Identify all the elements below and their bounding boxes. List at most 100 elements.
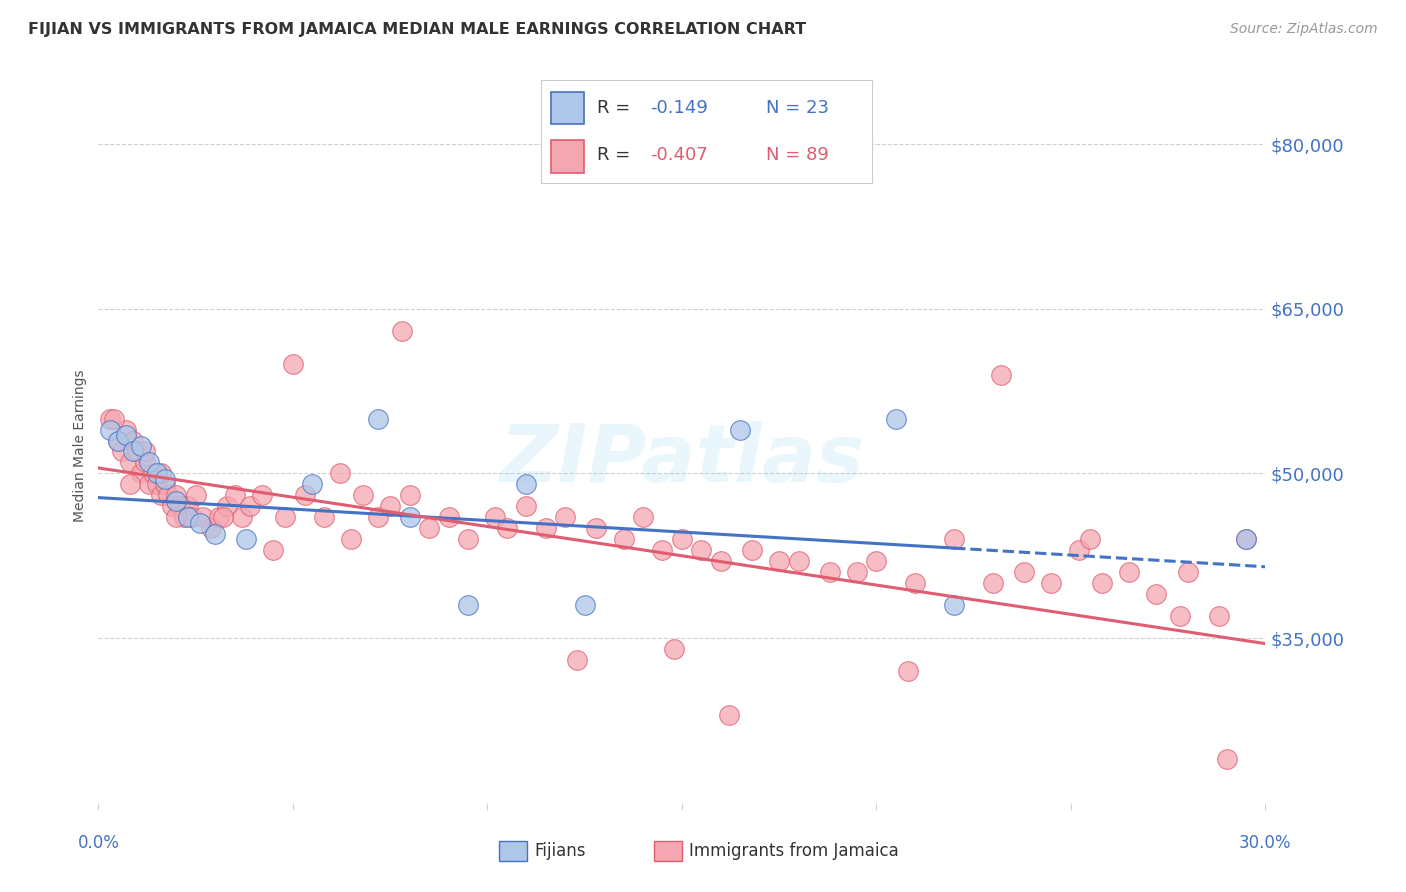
Point [107, 434, 129, 448]
Point [294, 488, 316, 502]
Point [188, 516, 211, 530]
Point [208, 510, 231, 524]
Point [1234, 533, 1257, 547]
Point [534, 521, 557, 535]
Point [865, 554, 887, 568]
Text: Fijians: Fijians [534, 842, 586, 860]
Point [149, 488, 172, 502]
Point [162, 500, 184, 514]
Point [212, 510, 235, 524]
Point [981, 576, 1004, 591]
Point [329, 467, 352, 481]
Point [98, 411, 121, 425]
Point [129, 467, 152, 481]
Point [884, 411, 907, 425]
Text: -0.149: -0.149 [651, 99, 709, 117]
Point [457, 533, 479, 547]
Text: N = 23: N = 23 [766, 99, 830, 117]
Point [1091, 576, 1114, 591]
Point [262, 543, 284, 558]
Point [1146, 587, 1168, 601]
Point [484, 510, 506, 524]
Point [585, 521, 607, 535]
Point [103, 411, 125, 425]
Point [129, 439, 152, 453]
Point [239, 500, 262, 514]
Point [367, 510, 389, 524]
Point [157, 488, 180, 502]
Point [1067, 543, 1090, 558]
Point [173, 510, 195, 524]
Point [845, 566, 868, 580]
Point [787, 554, 810, 568]
Point [138, 455, 160, 469]
Point [352, 488, 374, 502]
Text: Immigrants from Jamaica: Immigrants from Jamaica [689, 842, 898, 860]
Point [153, 477, 176, 491]
Point [990, 368, 1012, 382]
Point [378, 500, 402, 514]
Point [231, 510, 253, 524]
Point [134, 444, 156, 458]
Text: -0.407: -0.407 [651, 146, 709, 164]
Point [118, 455, 141, 469]
Point [184, 488, 207, 502]
Point [741, 543, 763, 558]
Point [612, 533, 634, 547]
Text: Source: ZipAtlas.com: Source: ZipAtlas.com [1230, 22, 1378, 37]
Point [1118, 566, 1140, 580]
Point [631, 510, 654, 524]
Point [340, 533, 363, 547]
Point [122, 444, 145, 458]
Point [165, 510, 187, 524]
Point [165, 494, 187, 508]
Point [149, 467, 172, 481]
Point [896, 664, 918, 678]
Point [250, 488, 273, 502]
Point [1040, 576, 1063, 591]
Text: ZIPatlas: ZIPatlas [499, 421, 865, 500]
Point [146, 467, 169, 481]
Point [398, 510, 420, 524]
Point [301, 477, 323, 491]
Point [391, 324, 413, 338]
Point [114, 428, 136, 442]
Point [122, 434, 145, 448]
Point [574, 598, 596, 612]
Point [710, 554, 733, 568]
Text: 0.0%: 0.0% [77, 834, 120, 852]
Point [215, 500, 238, 514]
Point [134, 455, 156, 469]
Text: FIJIAN VS IMMIGRANTS FROM JAMAICA MEDIAN MALE EARNINGS CORRELATION CHART: FIJIAN VS IMMIGRANTS FROM JAMAICA MEDIAN… [28, 22, 806, 37]
Point [1234, 533, 1257, 547]
Point [1215, 752, 1237, 766]
Point [1012, 566, 1035, 580]
Y-axis label: Median Male Earnings: Median Male Earnings [73, 369, 87, 523]
Point [177, 510, 200, 524]
Point [565, 653, 588, 667]
Text: R =: R = [598, 146, 637, 164]
Point [281, 357, 304, 371]
Point [169, 500, 191, 514]
Point [111, 444, 134, 458]
Text: R =: R = [598, 99, 637, 117]
Text: N = 89: N = 89 [766, 146, 830, 164]
FancyBboxPatch shape [551, 140, 585, 173]
Point [690, 543, 713, 558]
Point [165, 488, 187, 502]
Point [554, 510, 576, 524]
Point [671, 533, 693, 547]
Point [274, 510, 297, 524]
Point [1208, 609, 1230, 624]
Point [118, 477, 141, 491]
Point [768, 554, 790, 568]
FancyBboxPatch shape [551, 92, 585, 124]
Point [515, 500, 537, 514]
Point [1177, 566, 1199, 580]
Point [153, 472, 176, 486]
Point [142, 467, 165, 481]
Point [418, 521, 440, 535]
Point [200, 521, 222, 535]
Point [651, 543, 673, 558]
Point [204, 526, 226, 541]
